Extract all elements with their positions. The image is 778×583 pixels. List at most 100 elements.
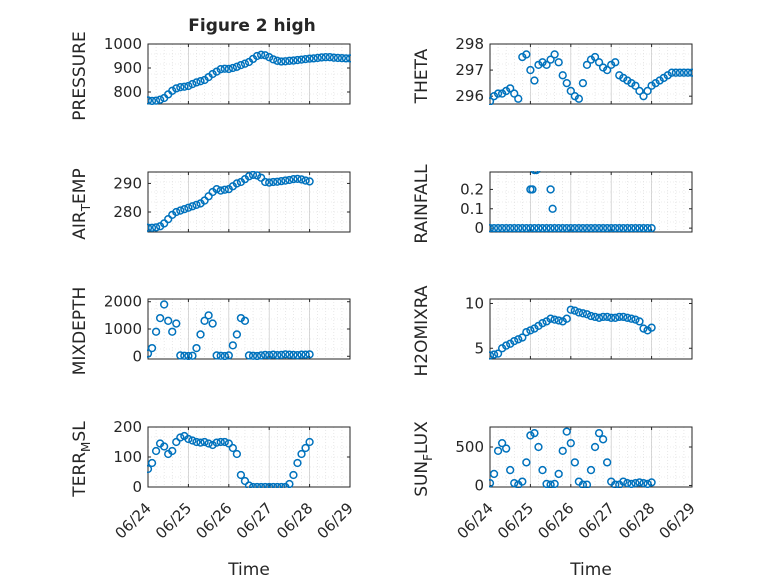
rainfall-markers xyxy=(489,171,656,233)
sun_flux-point xyxy=(493,446,503,455)
rainfall-point xyxy=(643,223,652,233)
rainfall-point xyxy=(528,185,537,194)
mixdepth-point xyxy=(164,316,173,325)
mixdepth-point xyxy=(216,351,225,360)
sun_flux-point xyxy=(635,478,644,487)
h2omixra-ytick-label: 10 xyxy=(465,294,484,312)
pressure-point xyxy=(232,62,242,71)
mixdepth-point xyxy=(192,343,201,353)
sun_flux-point xyxy=(502,444,511,453)
mixdepth-point xyxy=(155,313,165,323)
pressure-point xyxy=(151,96,161,105)
terr_msl-ytick-label: 200 xyxy=(113,418,142,436)
pressure-ytick-label: 1000 xyxy=(104,35,142,53)
sun_flux-point xyxy=(538,465,547,475)
theta-point xyxy=(510,89,519,98)
theta-point xyxy=(578,78,588,88)
sun_flux-point xyxy=(586,465,596,475)
h2omixra-point xyxy=(607,313,616,322)
terr_msl-point xyxy=(220,437,229,447)
pressure-frame xyxy=(147,43,351,105)
air_temp-ylabel-tail: EMP xyxy=(70,168,90,204)
rainfall-point xyxy=(489,223,495,233)
air_temp-frame xyxy=(147,171,351,233)
theta-markers xyxy=(489,50,693,105)
terr_msl-point xyxy=(261,482,270,488)
pressure-point xyxy=(180,82,189,91)
theta-point xyxy=(489,97,495,105)
mixdepth-point xyxy=(269,350,278,359)
theta-point xyxy=(526,65,535,75)
terr_msl-ylabel: TERRMSL xyxy=(70,421,93,498)
h2omixra-point xyxy=(603,312,612,322)
terr_msl-point xyxy=(256,482,266,488)
mixdepth-point xyxy=(293,351,302,360)
terr_msl-ylabel-subscript: M xyxy=(79,442,93,452)
pressure-point xyxy=(192,78,201,87)
air_temp-ytick-label: 290 xyxy=(113,174,142,192)
theta-point xyxy=(671,68,680,77)
h2omixra-point xyxy=(635,317,644,326)
pressure-point xyxy=(313,53,322,63)
rainfall-ylabel: RAINFALL xyxy=(412,164,432,244)
pressure-point xyxy=(184,81,193,91)
terr_msl-point xyxy=(252,482,262,488)
rainfall-point xyxy=(538,223,547,233)
h2omixra-point xyxy=(639,324,648,333)
terr_msl-point xyxy=(289,470,298,480)
mixdepth-markers xyxy=(147,300,314,360)
sun_flux-point xyxy=(534,442,543,452)
sun_flux-point xyxy=(594,429,604,438)
pressure-point xyxy=(305,54,314,63)
sun_flux-point xyxy=(522,458,531,467)
air_temp-point xyxy=(212,184,221,194)
air_temp-ytick-label: 280 xyxy=(113,203,142,221)
air_temp-point xyxy=(151,223,161,232)
rainfall-point xyxy=(550,223,559,233)
terr_msl-point xyxy=(293,458,302,468)
air_temp-point xyxy=(261,177,270,187)
mixdepth-point xyxy=(228,341,237,350)
theta-point xyxy=(558,71,567,80)
rainfall-point xyxy=(522,223,531,233)
sun_flux-ytick-label: 500 xyxy=(455,438,484,456)
rainfall-point xyxy=(554,223,563,233)
h2omixra-point xyxy=(562,314,571,323)
h2omixra-ylabel: H2OMIXRA xyxy=(412,285,432,376)
terr_msl-point xyxy=(224,439,233,448)
theta-point xyxy=(687,68,693,77)
sun_flux-point xyxy=(489,479,495,488)
h2omixra-point xyxy=(526,326,535,335)
air_temp-point xyxy=(297,175,306,184)
rainfall-point xyxy=(607,223,616,233)
theta-point xyxy=(522,50,531,59)
terr_msl-point xyxy=(160,442,169,451)
air_temp-point xyxy=(244,172,254,181)
terr_msl-point xyxy=(147,458,157,468)
theta-point xyxy=(639,92,648,101)
h2omixra-frame xyxy=(489,298,693,360)
rainfall-point xyxy=(635,223,644,233)
mixdepth-point xyxy=(277,350,286,360)
theta-frame xyxy=(489,43,693,105)
rainfall-point xyxy=(546,223,555,233)
air_temp-point xyxy=(188,202,197,211)
mixdepth-point xyxy=(208,319,217,328)
mixdepth-point xyxy=(224,351,233,360)
pressure-point xyxy=(176,83,185,92)
sun_flux-point xyxy=(550,479,559,488)
h2omixra-markers xyxy=(489,305,656,360)
air_temp-point xyxy=(216,186,225,195)
theta-point xyxy=(603,65,612,75)
terr_msl-ytick-label: 0 xyxy=(132,478,142,496)
rainfall-point xyxy=(548,204,557,213)
pressure-point xyxy=(147,96,157,105)
h2omixra-point xyxy=(510,336,519,346)
sun_flux-point xyxy=(506,465,515,475)
pressure-point xyxy=(325,53,334,62)
h2omixra-point xyxy=(538,319,547,328)
terr_msl-point xyxy=(147,464,153,474)
pressure-point xyxy=(172,84,181,93)
terr_msl-point xyxy=(277,482,286,488)
